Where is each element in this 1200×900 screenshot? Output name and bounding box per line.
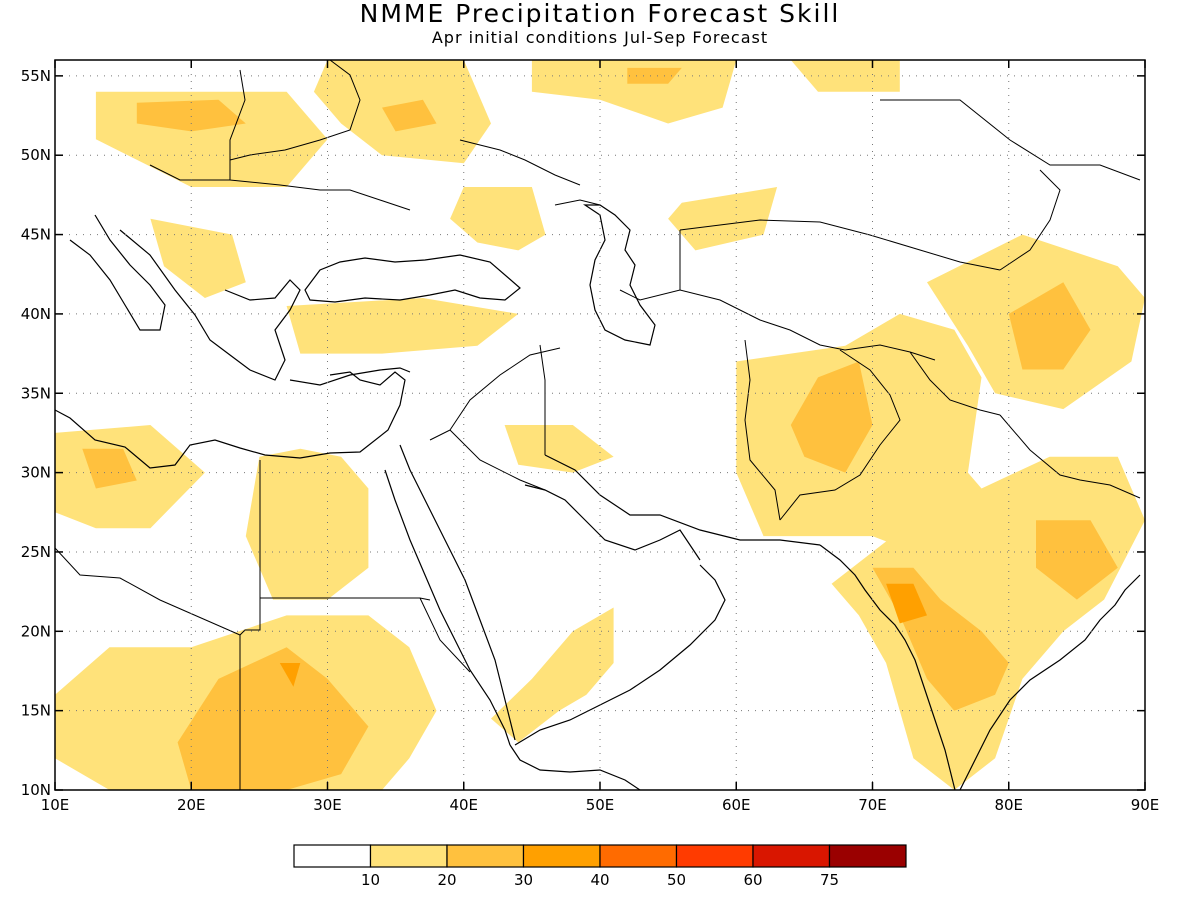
- red-sea-west-coast: [384, 469, 511, 746]
- colorbar-label: 30: [514, 871, 533, 889]
- colorbar-label: 10: [361, 871, 380, 889]
- map-subtitle: Apr initial conditions Jul-Sep Forecast: [431, 28, 769, 47]
- horn-of-africa-coast: [509, 744, 641, 790]
- arabia-south-coast: [514, 564, 726, 746]
- skill-region-9: [150, 218, 246, 298]
- skill-region-24: [177, 647, 369, 790]
- skill-region-6: [790, 60, 900, 92]
- iran-south-coast: [544, 454, 821, 546]
- colorbar-segment: [599, 844, 678, 868]
- lat-tick-label: 25N: [21, 543, 51, 561]
- lon-tick-label: 90E: [1131, 796, 1160, 814]
- skill-region-15: [736, 313, 1009, 568]
- coastlines-and-borders: [55, 60, 1141, 790]
- skill-region-1: [136, 99, 246, 132]
- skill-region-21: [886, 583, 927, 624]
- lat-tick-label: 55N: [21, 67, 51, 85]
- north-africa-coastline: [55, 371, 406, 469]
- italy-coastline: [69, 214, 166, 331]
- skill-region-22: [1036, 520, 1118, 600]
- skill-region-3: [382, 99, 437, 132]
- lon-tick-label: 50E: [586, 796, 615, 814]
- lat-tick-label: 30N: [21, 464, 51, 482]
- skill-region-5: [627, 67, 682, 84]
- balkan-coastline: [119, 229, 301, 381]
- skill-region-10: [286, 298, 519, 354]
- india-west-coast: [819, 544, 956, 790]
- colorbar-segment: [675, 844, 754, 868]
- lon-tick-label: 20E: [177, 796, 206, 814]
- colorbar-segment: [446, 844, 525, 868]
- lon-tick-label: 70E: [858, 796, 887, 814]
- colorbar-label: 20: [437, 871, 456, 889]
- colorbar-label: 60: [743, 871, 762, 889]
- axis-ticks: 10E 20E 30E 40E 50E 60E 70E 80E 90E 10N 15N 20N 25N 3…: [21, 60, 1160, 814]
- colorbar-segment: [828, 844, 907, 868]
- skill-region-16: [790, 361, 873, 473]
- lon-tick-label: 30E: [313, 796, 342, 814]
- skill-region-25: [279, 663, 301, 687]
- lat-tick-label: 10N: [21, 781, 51, 799]
- skill-region-7: [450, 187, 546, 251]
- lat-tick-label: 45N: [21, 226, 51, 244]
- skill-shading: [55, 60, 1145, 790]
- lon-tick-label: 60E: [722, 796, 751, 814]
- colorbar-label: 50: [667, 871, 686, 889]
- colorbar-segment: [369, 844, 448, 868]
- skill-region-8: [668, 187, 778, 251]
- caspian-coastline: [583, 204, 656, 346]
- skill-region-18: [1008, 282, 1091, 370]
- skill-region-12: [82, 448, 137, 489]
- lat-tick-label: 20N: [21, 622, 51, 640]
- lon-tick-label: 80E: [994, 796, 1023, 814]
- skill-region-14: [504, 425, 614, 473]
- lat-tick-label: 50N: [21, 146, 51, 164]
- colorbar-segment: [293, 844, 372, 868]
- persian-gulf-coast: [524, 484, 701, 561]
- lat-tick-label: 15N: [21, 702, 51, 720]
- lat-tick-label: 35N: [21, 384, 51, 402]
- lat-tick-label: 40N: [21, 305, 51, 323]
- lon-tick-label: 10E: [41, 796, 70, 814]
- colorbar-segment: [522, 844, 601, 868]
- red-sea-east-coast: [399, 444, 516, 741]
- black-sea-coastline: [304, 254, 521, 303]
- colorbar-label: 75: [820, 871, 839, 889]
- turkey-south-coast: [289, 367, 411, 386]
- colorbar-segment: [752, 844, 831, 868]
- colorbar-label: 40: [590, 871, 609, 889]
- colorbar: 10 20 30 40 50 60 75: [293, 844, 907, 889]
- map-title: NMME Precipitation Forecast Skill: [359, 0, 841, 28]
- border-lines: [55, 60, 1141, 790]
- skill-region-13: [245, 448, 369, 600]
- graticule: [55, 60, 1145, 790]
- lon-tick-label: 40E: [449, 796, 478, 814]
- india-east-coast: [959, 574, 1141, 790]
- skill-region-26: [491, 607, 614, 743]
